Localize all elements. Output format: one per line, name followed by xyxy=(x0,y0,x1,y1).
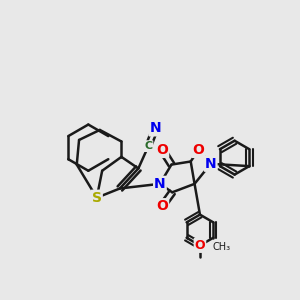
Text: C: C xyxy=(144,141,152,151)
Text: O: O xyxy=(193,143,204,157)
Text: N: N xyxy=(149,122,161,135)
Text: S: S xyxy=(92,191,102,205)
Text: N: N xyxy=(154,177,166,191)
Text: O: O xyxy=(156,143,168,157)
Text: O: O xyxy=(195,239,205,252)
Text: O: O xyxy=(156,199,168,213)
Text: CH₃: CH₃ xyxy=(212,242,230,252)
Text: N: N xyxy=(205,157,217,171)
